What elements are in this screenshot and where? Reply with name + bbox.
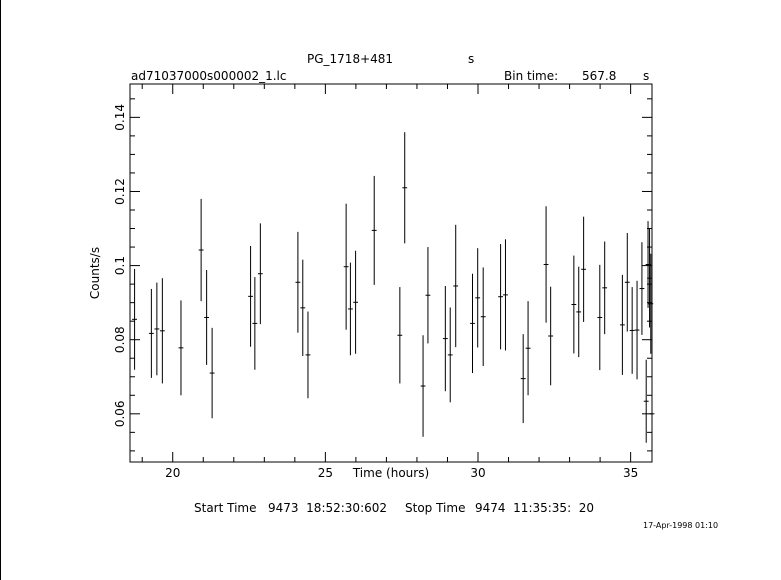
y-axis-ticks: 0.06 0.08 0.1 0.12 0.14 xyxy=(113,98,652,452)
data-point xyxy=(371,175,377,285)
data-point xyxy=(425,247,431,344)
x-axis-ticks: 20 25 30 35 xyxy=(141,84,638,480)
data-point xyxy=(629,287,635,374)
object-unit: s xyxy=(468,52,475,66)
data-point xyxy=(648,253,654,354)
data-point xyxy=(178,300,184,396)
plot-frame xyxy=(129,83,653,463)
y-tick-label: 0.1 xyxy=(113,256,127,275)
x-tick-label: 20 xyxy=(165,466,180,480)
data-point xyxy=(525,301,531,396)
data-point xyxy=(480,267,486,367)
data-point xyxy=(420,335,426,437)
data-point xyxy=(624,232,630,332)
x-tick-label: 25 xyxy=(318,466,333,480)
start-time-value: 9473 18:52:30:602 xyxy=(268,501,388,515)
data-point xyxy=(252,277,258,370)
stop-time-value: 9474 11:35:35: 20 xyxy=(475,501,595,515)
data-point xyxy=(209,327,215,419)
data-point xyxy=(619,274,625,375)
data-point xyxy=(300,259,306,357)
data-point xyxy=(148,288,154,378)
y-tick-label: 0.08 xyxy=(113,326,127,353)
data-point xyxy=(347,262,353,356)
data-point xyxy=(204,270,210,365)
data-point xyxy=(198,198,204,302)
bin-time-value: 567.8 xyxy=(582,69,617,83)
data-point xyxy=(442,285,448,392)
bin-time-unit: s xyxy=(643,69,650,83)
data-point xyxy=(159,278,165,384)
data-point xyxy=(548,286,554,386)
data-point xyxy=(154,282,160,376)
data-point xyxy=(597,264,603,371)
x-tick-label: 35 xyxy=(623,466,638,480)
data-point xyxy=(571,255,577,354)
bin-time-label: Bin time: xyxy=(504,69,559,83)
window-edge xyxy=(0,0,1,580)
data-point xyxy=(470,273,475,374)
data-point xyxy=(397,287,403,384)
data-point xyxy=(257,223,263,325)
data-point xyxy=(305,311,311,399)
data-point xyxy=(520,334,526,424)
data-point xyxy=(503,239,508,351)
y-tick-label: 0.06 xyxy=(113,400,127,427)
data-point xyxy=(453,224,459,348)
data-point xyxy=(132,268,137,370)
data-point xyxy=(643,359,649,443)
file-name: ad71037000s000002_1.lc xyxy=(131,69,287,83)
data-point xyxy=(402,132,408,244)
data-point xyxy=(343,203,349,330)
x-tick-label: 30 xyxy=(470,466,485,480)
data-point xyxy=(295,231,301,333)
data-point xyxy=(248,245,253,347)
data-point xyxy=(649,370,655,458)
data-point xyxy=(602,241,608,335)
data-point xyxy=(353,250,359,354)
data-point xyxy=(576,266,582,358)
data-points xyxy=(132,132,655,458)
data-point xyxy=(634,280,640,380)
data-point xyxy=(475,248,481,348)
data-point xyxy=(639,242,645,335)
y-axis-label: Counts/s xyxy=(88,247,102,299)
plot-timestamp: 17-Apr-1998 01:10 xyxy=(643,521,719,530)
start-time-label: Start Time xyxy=(194,501,257,515)
data-point xyxy=(498,244,504,350)
data-point xyxy=(447,307,453,403)
object-name: PG_1718+481 xyxy=(307,52,394,66)
data-point xyxy=(543,206,549,323)
y-tick-label: 0.12 xyxy=(113,178,127,205)
data-point xyxy=(581,216,587,322)
y-tick-label: 0.14 xyxy=(113,104,127,131)
stop-time-label: Stop Time xyxy=(405,501,466,515)
x-axis-label: Time (hours) xyxy=(352,466,429,480)
